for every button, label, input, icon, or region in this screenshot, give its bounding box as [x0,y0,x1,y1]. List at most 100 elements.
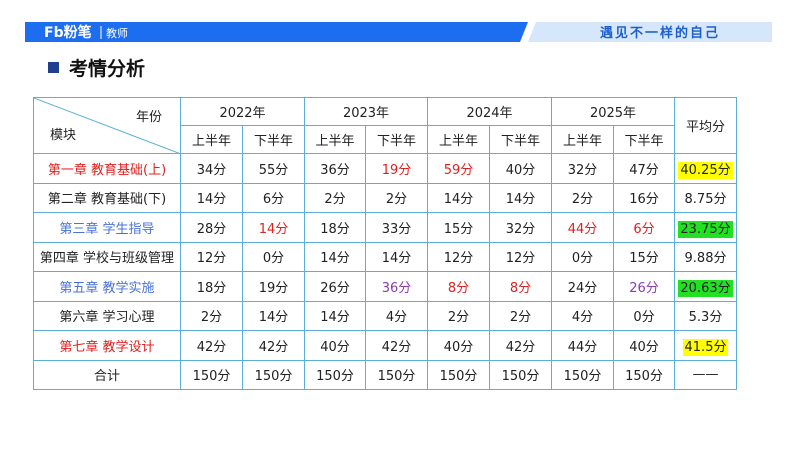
score-cell: 14分 [365,241,428,272]
score-cell: 19分 [365,153,428,184]
module-cell: 合计 [33,359,181,390]
score-cell: 0分 [551,241,614,272]
score-cell: 33分 [365,212,428,243]
score-cell: 55分 [242,153,305,184]
score-cell: 14分 [304,241,366,272]
score-cell: 24分 [551,271,614,302]
score-cell: 19分 [242,271,305,302]
average-value: 8.75分 [682,191,729,209]
module-cell: 第四章 学校与班级管理 [33,241,181,272]
score-cell: 40分 [304,330,366,361]
score-cell: 16分 [613,182,675,213]
score-cell: 150分 [242,359,305,390]
average-cell: 41.5分 [674,330,737,361]
score-cell: 8分 [489,271,552,302]
score-cell: 150分 [427,359,490,390]
score-cell: 14分 [427,182,490,213]
score-cell: 40分 [427,330,490,361]
score-cell: 32分 [551,153,614,184]
average-cell: 20.63分 [674,271,737,302]
score-cell: 150分 [613,359,675,390]
corner-cell: 年份 模块 [33,97,181,154]
score-cell: 12分 [489,241,552,272]
header-light [528,22,772,42]
score-cell: 12分 [180,241,243,272]
logo-sub: 教师 [106,27,128,40]
score-cell: 15分 [427,212,490,243]
score-cell: 2分 [489,300,552,331]
score-cell: 2分 [427,300,490,331]
score-cell: 40分 [613,330,675,361]
module-cell: 第六章 学习心理 [33,300,181,331]
average-value: 40.25分 [678,161,733,179]
data-row: 第七章 教学设计 42分 42分 40分 42分 40分 42分 44分 40分 41.5分 [33,330,737,361]
module-cell: 第五章 教学实施 [33,271,181,302]
score-cell: 6分 [242,182,305,213]
score-cell: 26分 [304,271,366,302]
data-row: 第一章 教育基础(上) 34分 55分 36分 19分 59分 40分 32分 47分 40.25… [33,153,737,184]
data-row: 第二章 教育基础(下) 14分 6分 2分 2分 14分 14分 2分 16分 8.75分 [33,182,737,213]
diagonal [34,98,181,154]
half-header: 上半年 [180,125,243,154]
data-row: 合计 150分 150分 150分 150分 150分 150分 150分 150分 —— [33,359,737,390]
data-row: 第六章 学习心理 2分 14分 14分 4分 2分 2分 4分 0分 5.3分 [33,300,737,331]
average-value: 9.88分 [682,250,729,268]
header-row: 上半年 下半年 上半年 下半年 上半年 下半年 上半年 下半年 [34,125,737,154]
data-row: 第五章 教学实施 18分 19分 26分 36分 8分 8分 24分 26分 20.63分 [33,271,737,302]
average-value: 5.3分 [686,309,725,327]
section-title: 考情分析 [48,54,145,81]
score-cell: 150分 [180,359,243,390]
score-cell: 34分 [180,153,243,184]
score-cell: 42分 [365,330,428,361]
score-cell: 14分 [489,182,552,213]
score-cell: 14分 [180,182,243,213]
score-cell: 42分 [180,330,243,361]
year-header: 2024年 [427,97,552,126]
average-value: 41.5分 [682,338,729,356]
year-header: 2025年 [551,97,675,126]
score-cell: 150分 [304,359,366,390]
slogan: 遇见不一样的自己 [600,25,720,41]
score-cell: 2分 [304,182,366,213]
module-cell: 第三章 学生指导 [33,212,181,243]
score-cell: 4分 [365,300,428,331]
average-value: 20.63分 [678,279,733,297]
half-header: 下半年 [489,125,552,154]
header-blue [25,22,528,42]
score-cell: 2分 [365,182,428,213]
score-cell: 6分 [613,212,675,243]
score-cell: 42分 [489,330,552,361]
score-cell: 150分 [365,359,428,390]
half-header: 下半年 [613,125,675,154]
year-header: 2023年 [304,97,428,126]
data-row: 第三章 学生指导 28分 14分 18分 33分 15分 32分 44分 6分 23.75分 [33,212,737,243]
score-cell: 26分 [613,271,675,302]
average-header: 平均分 [674,97,737,154]
corner-module: 模块 [50,128,77,143]
average-cell: 23.75分 [674,212,737,243]
score-cell: 40分 [489,153,552,184]
score-cell: 8分 [427,271,490,302]
score-cell: 42分 [242,330,305,361]
score-cell: 28分 [180,212,243,243]
average-cell: 5.3分 [674,300,737,331]
score-cell: 59分 [427,153,490,184]
score-cell: 36分 [365,271,428,302]
score-cell: 18分 [180,271,243,302]
half-header: 下半年 [365,125,428,154]
score-cell: 32分 [489,212,552,243]
average-cell: 8.75分 [674,182,737,213]
score-cell: 2分 [180,300,243,331]
score-cell: 150分 [489,359,552,390]
average-cell: —— [674,359,737,390]
score-table: 年份 模块 2022年 2023年 2024年 2025年 平均分 上半年 下半年 上半年 下半年上… [33,97,737,390]
score-cell: 14分 [242,300,305,331]
score-cell: 14分 [304,300,366,331]
module-cell: 第一章 教育基础(上) [33,153,181,184]
logo: Fb粉笔 [44,24,92,41]
half-header: 上半年 [427,125,490,154]
average-value: 23.75分 [678,220,733,238]
data-row: 第四章 学校与班级管理 12分 0分 14分 14分 12分 12分 0分 15分 9.88分 [33,241,737,272]
score-cell: 47分 [613,153,675,184]
